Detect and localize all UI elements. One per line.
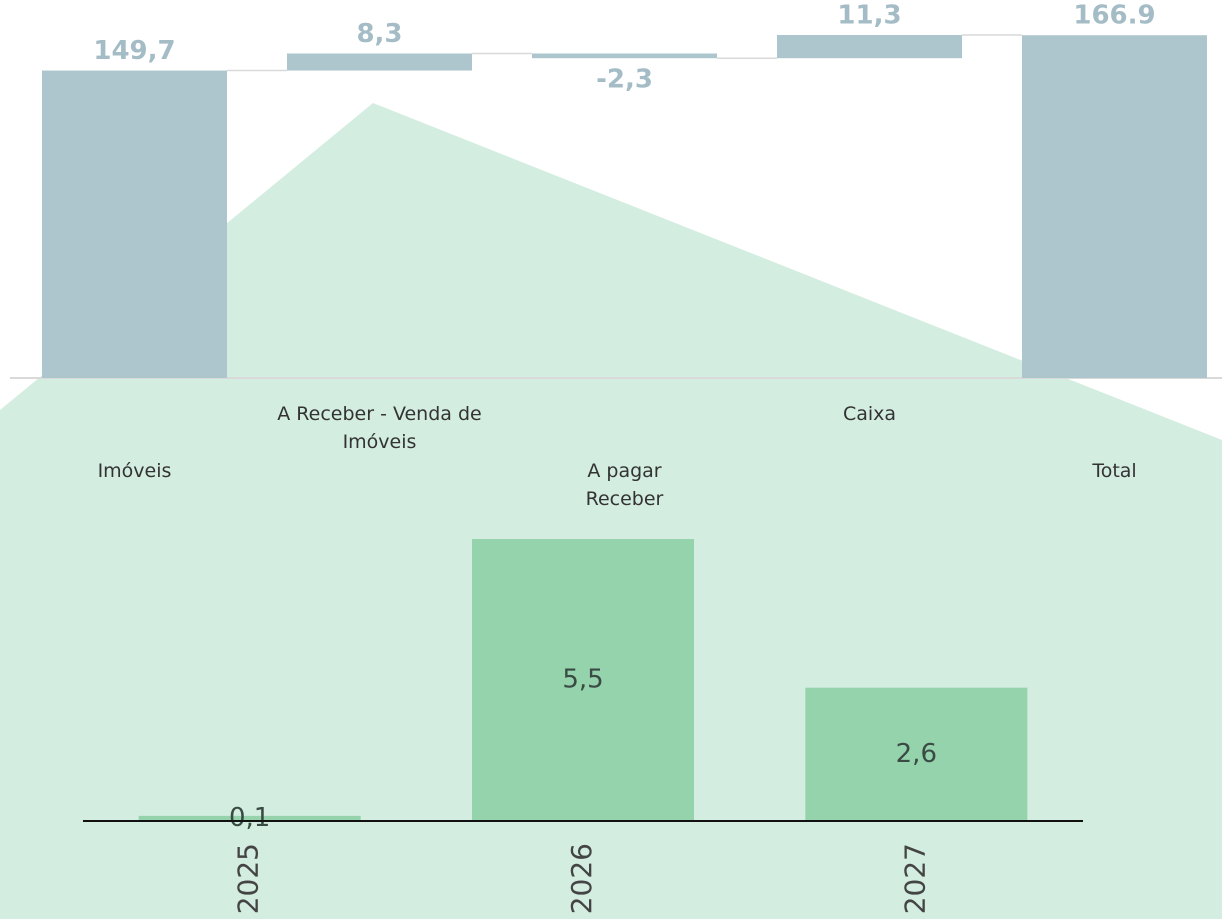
bar	[1022, 35, 1207, 379]
x-tick-label: 2025	[232, 843, 265, 914]
data-label: 11,3	[837, 1, 901, 31]
x-tick-label: Imóveis	[97, 460, 172, 482]
data-label: 149,7	[93, 36, 175, 66]
data-label: 2,6	[896, 739, 937, 769]
bar	[138, 815, 361, 821]
data-label: 5,5	[562, 665, 603, 695]
x-tick-label: A Receber - Venda de Imóveis	[277, 403, 482, 453]
bar	[472, 539, 694, 821]
bar	[532, 53, 717, 59]
data-label: 0,1	[229, 803, 270, 833]
bar	[805, 687, 1028, 821]
x-tick-label: 2026	[565, 843, 598, 914]
x-tick-label: 2027	[898, 843, 931, 914]
data-label: 8,3	[356, 19, 402, 49]
bar	[777, 35, 962, 59]
bar	[42, 70, 227, 378]
x-tick-label: Total	[1092, 460, 1137, 482]
data-label: 166.9	[1073, 1, 1155, 31]
bar	[287, 53, 472, 71]
x-tick-label: Caixa	[842, 403, 897, 425]
x-tick-label: A pagar Receber	[585, 460, 664, 510]
data-label: -2,3	[596, 65, 653, 95]
